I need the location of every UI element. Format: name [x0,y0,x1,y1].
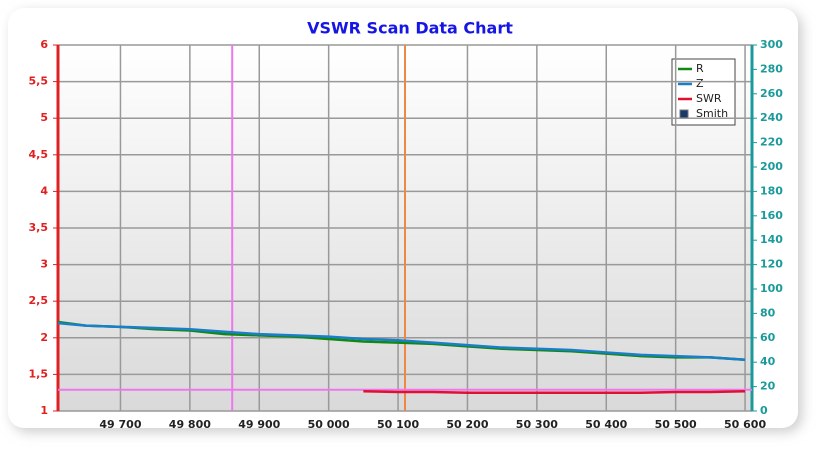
y-tick-label: 6 [40,38,48,51]
x-tick-label: 50 000 [308,418,350,431]
x-tick-label: 50 100 [377,418,419,431]
x-tick-label: 50 600 [724,418,766,431]
x-tick-label: 50 300 [516,418,558,431]
series-line [363,389,746,394]
y-tick-label: 5 [40,111,48,124]
y2-tick-label: 20 [760,380,776,393]
y2-tick-label: 260 [760,87,783,100]
y-tick-label: 4,5 [29,148,49,161]
x-tick-label: 49 900 [238,418,280,431]
legend-swatch [679,109,689,119]
x-tick-label: 50 200 [446,418,488,431]
y-tick-label: 3 [40,258,48,271]
series-line [57,321,746,362]
legend-label: Z [696,77,704,90]
legend: RZ SWR Smith [671,58,736,126]
y2-tick-label: 60 [760,331,776,344]
y2-tick-label: 300 [760,38,783,51]
y-tick-label: 1 [40,404,48,417]
y-tick-label: 5,5 [29,75,49,88]
y-tick-label: 4 [40,184,48,197]
y2-tick-label: 160 [760,209,783,222]
y2-tick-label: 240 [760,111,783,124]
y2-tick-label: 80 [760,306,776,319]
y2-tick-label: 180 [760,184,783,197]
legend-label: SWR [696,92,722,105]
y2-tick-label: 280 [760,62,783,75]
y-tick-label: 1,5 [29,367,49,380]
y2-tick-label: 0 [760,404,768,417]
y-tick-label: 3,5 [29,221,49,234]
y-tick-label: 2 [40,331,48,344]
y-tick-label: 2,5 [29,294,49,307]
y2-tick-label: 40 [760,355,776,368]
x-tick-label: 49 700 [99,418,141,431]
x-tick-label: 50 400 [585,418,627,431]
x-tick-label: 50 500 [655,418,697,431]
chart-title: VSWR Scan Data Chart [307,19,513,38]
x-tick-label: 49 800 [169,418,211,431]
legend-label: Smith [696,107,728,120]
y2-tick-label: 120 [760,258,783,271]
y2-tick-label: 200 [760,160,783,173]
y2-tick-label: 220 [760,136,783,149]
y2-tick-label: 140 [760,233,783,246]
y2-tick-label: 100 [760,282,783,295]
legend-label: R [696,62,704,75]
